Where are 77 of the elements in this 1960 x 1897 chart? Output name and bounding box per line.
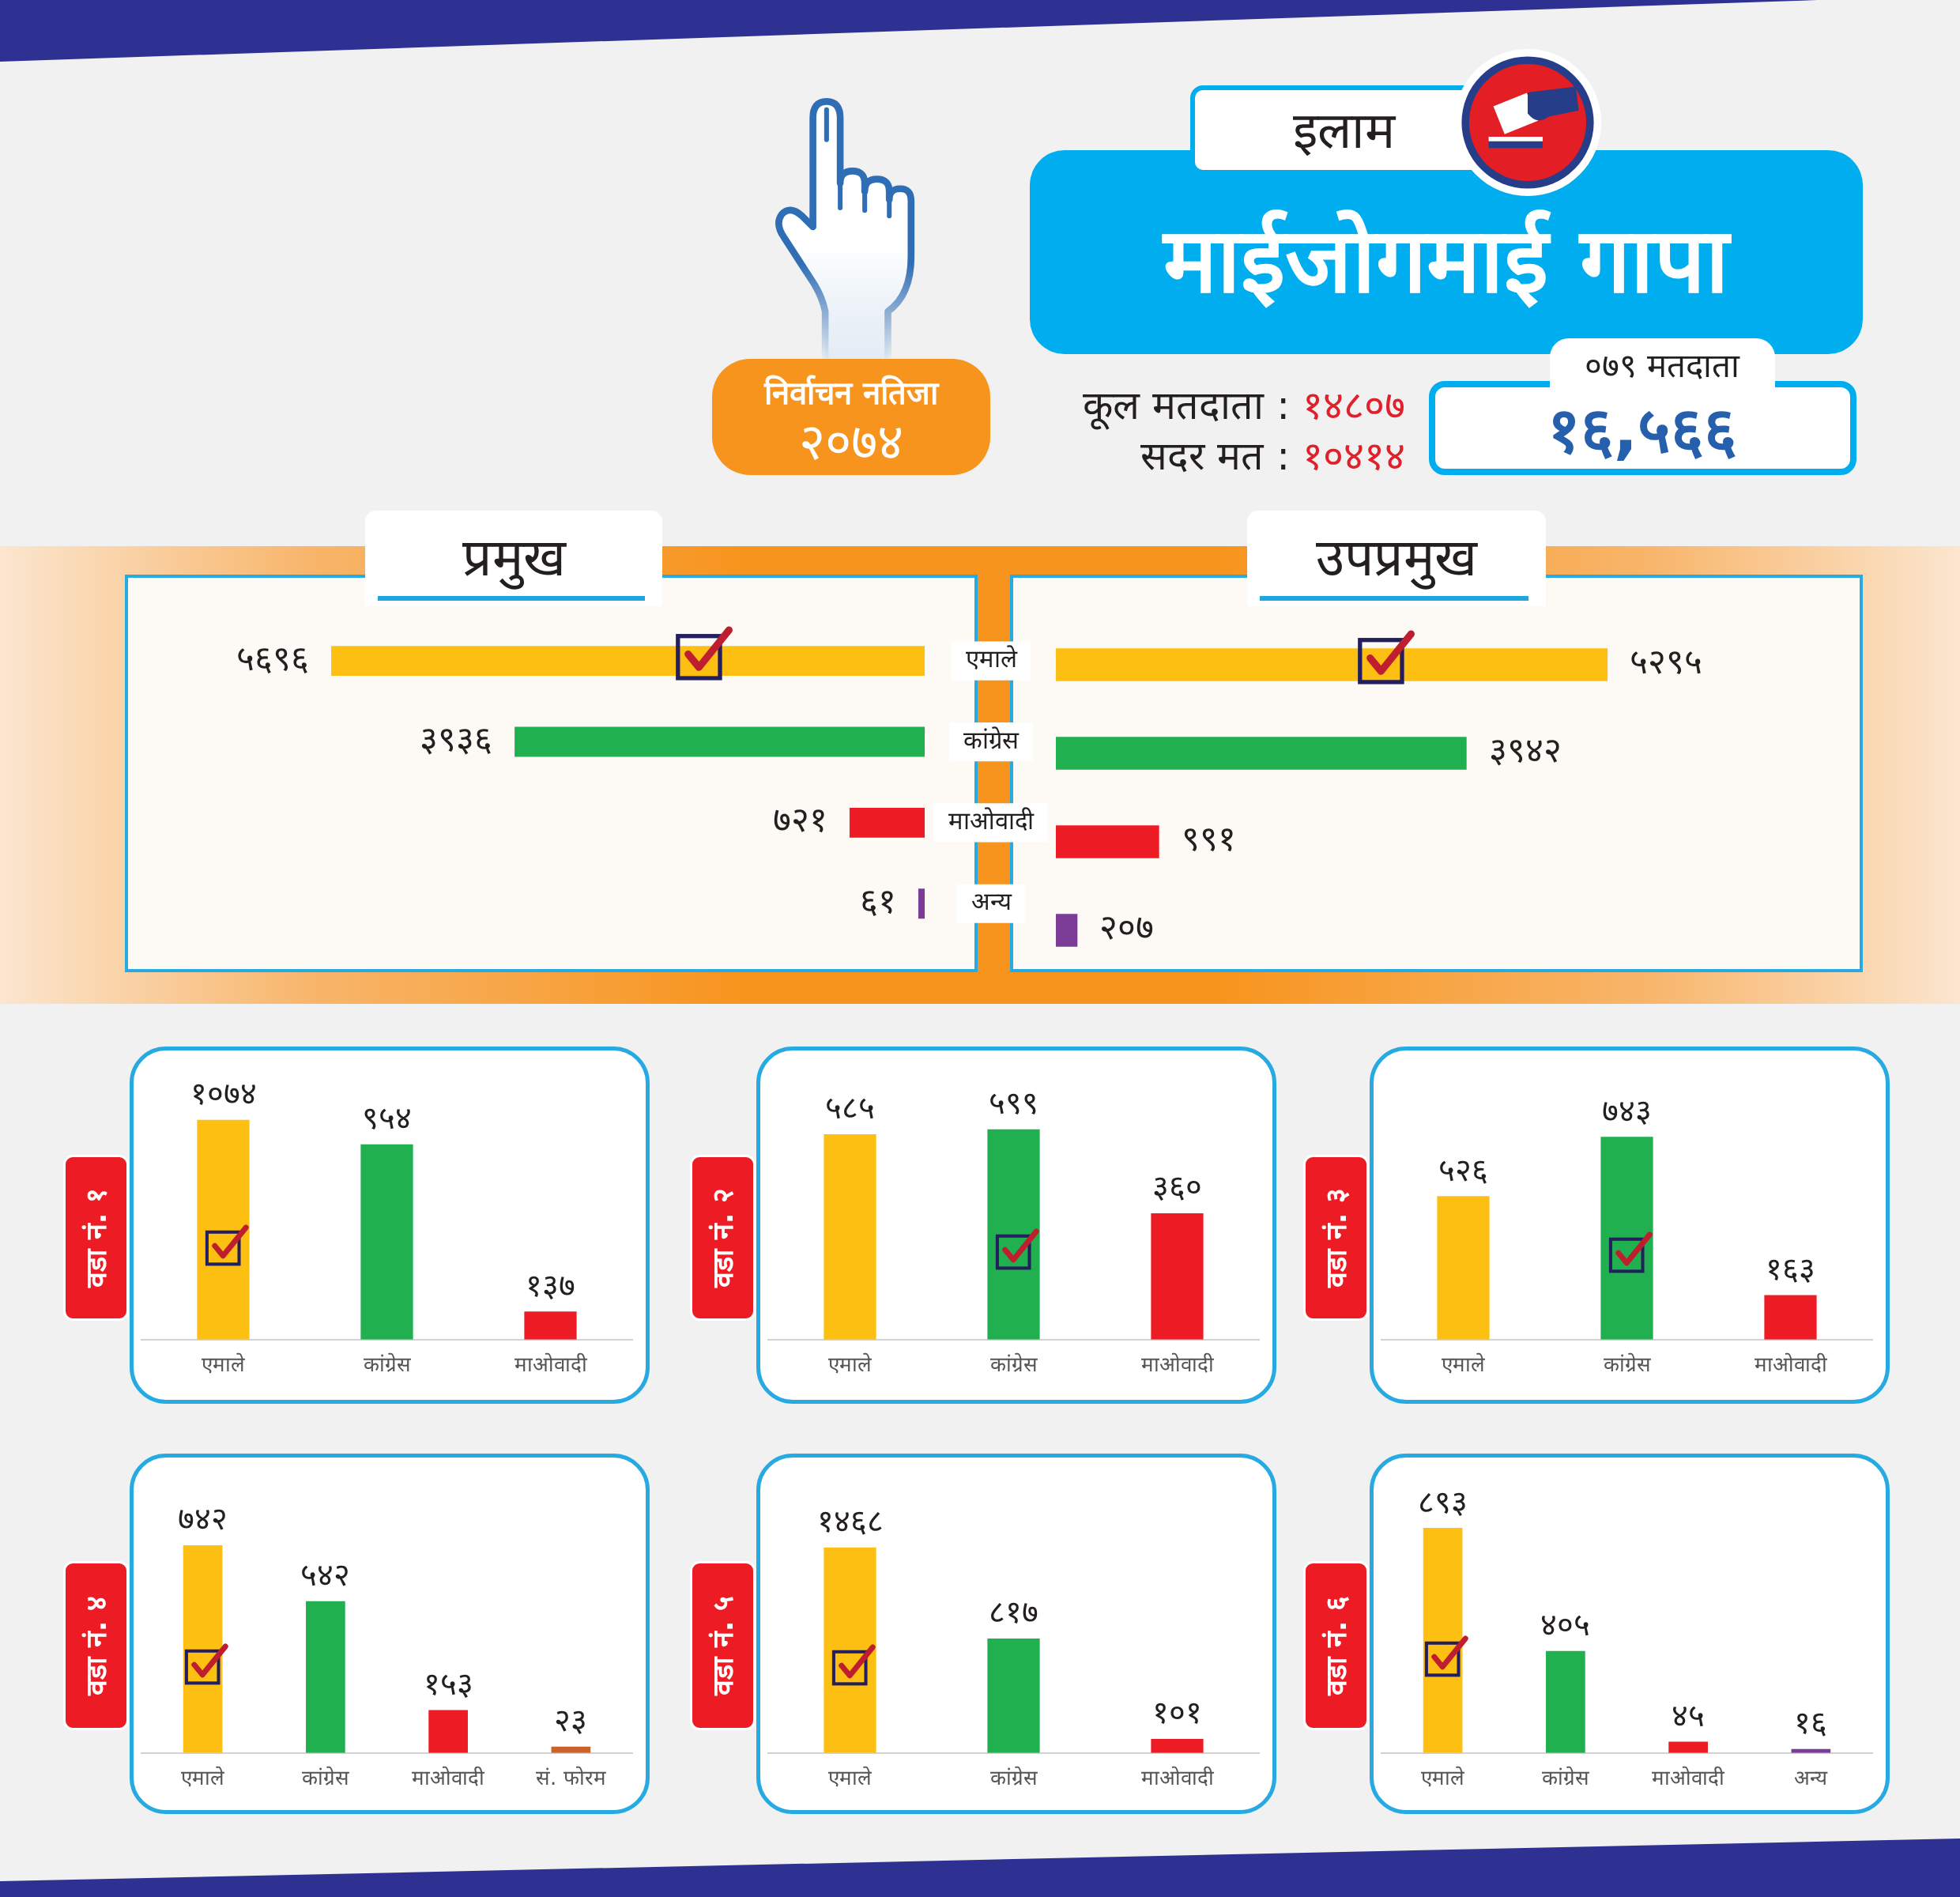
data-label: ५८५ [825,1089,875,1126]
chart-title: उपप्रमुख [1316,527,1477,589]
data-label: ६१ [859,880,896,921]
x-tick-label: एमाले [202,1352,245,1377]
text: इलाम [1292,101,1395,160]
bar [1056,914,1078,947]
data-label: १६३ [1766,1250,1815,1287]
x-tick-label: माओवादी [1140,1766,1215,1790]
data-label: ४०५ [1540,1606,1591,1643]
data-label: १३७ [526,1266,575,1303]
text: १६,५६६ [1547,394,1738,467]
data-label: ५२९५ [1630,641,1703,682]
text: वडा नं. ३ [1319,1188,1353,1288]
bar [514,726,925,757]
text: वडा नं. ६ [1319,1596,1353,1695]
bar [1546,1650,1585,1753]
data-label: ५९९ [989,1084,1038,1122]
x-tick-label: माओवादी [412,1766,486,1790]
y-tick-label: एमाले [965,644,1018,673]
y-tick-label: कांग्रेस [963,725,1020,754]
x-tick-label: कांग्रेस [1603,1352,1651,1377]
data-label: ८१७ [989,1593,1038,1631]
data-label: ३६० [1152,1168,1202,1205]
data-label: ४५ [1672,1696,1706,1733]
text: कूल मतदाता : १४८०७ [1083,383,1405,429]
x-tick-label: माओवादी [514,1352,588,1377]
x-tick-label: एमाले [828,1766,872,1790]
text: सदर मत : १०४१४ [1140,433,1405,480]
data-label: १०१ [1152,1694,1202,1731]
data-label: ७२१ [772,799,827,840]
y-tick-label: माओवादी [948,805,1035,835]
data-label: ८९३ [1418,1483,1468,1520]
x-tick-label: कांग्रेस [1541,1766,1589,1790]
x-tick-label: माओवादी [1754,1352,1828,1377]
x-tick-label: कांग्रेस [363,1352,411,1377]
data-label: ९५४ [362,1099,412,1137]
data-label: ३९३६ [420,718,493,759]
data-label: २३ [554,1702,588,1739]
bar [306,1601,345,1753]
y-tick-label: अन्य [971,887,1012,916]
x-tick-label: सं. फोरम [536,1766,606,1790]
x-tick-label: कांग्रेस [301,1766,349,1790]
data-label: ५६९६ [236,637,310,678]
data-label: ९९१ [1181,818,1236,859]
text: २०७४ [799,413,903,472]
x-tick-label: एमाले [181,1766,225,1790]
data-label: १४६८ [816,1503,884,1540]
text: वडा नं. २ [706,1188,740,1288]
data-label: १०७४ [190,1075,257,1112]
data-label: ५२६ [1438,1151,1488,1188]
x-tick-label: माओवादी [1140,1352,1215,1377]
data-label: ५४२ [300,1556,351,1593]
text: वडा नं. १ [79,1188,113,1288]
x-tick-label: एमाले [1442,1352,1485,1377]
bar [918,888,925,919]
text: वडा नं. ४ [79,1596,113,1695]
x-tick-label: माओवादी [1652,1766,1726,1790]
x-tick-label: अन्य [1794,1766,1829,1790]
x-tick-label: कांग्रेस [989,1352,1038,1377]
text: वडा नं. ५ [706,1596,740,1695]
text: ०७९ मतदाता [1584,345,1740,386]
x-tick-label: एमाले [1421,1766,1465,1790]
data-label: १५३ [423,1665,473,1702]
bar [1056,825,1159,858]
data-label: ७४२ [178,1500,228,1537]
bar [849,807,925,838]
data-label: ७४३ [1602,1092,1652,1129]
data-label: ३९४२ [1488,730,1562,771]
bar [1668,1741,1708,1753]
chart-title: प्रमुख [462,527,566,589]
bar [428,1710,468,1753]
x-tick-label: कांग्रेस [989,1766,1038,1790]
data-label: १६ [1794,1704,1828,1741]
x-tick-label: एमाले [828,1352,872,1377]
data-label: २०७ [1099,907,1155,948]
bar [1056,737,1467,770]
text: निर्वाचन नतिजा [764,375,938,411]
